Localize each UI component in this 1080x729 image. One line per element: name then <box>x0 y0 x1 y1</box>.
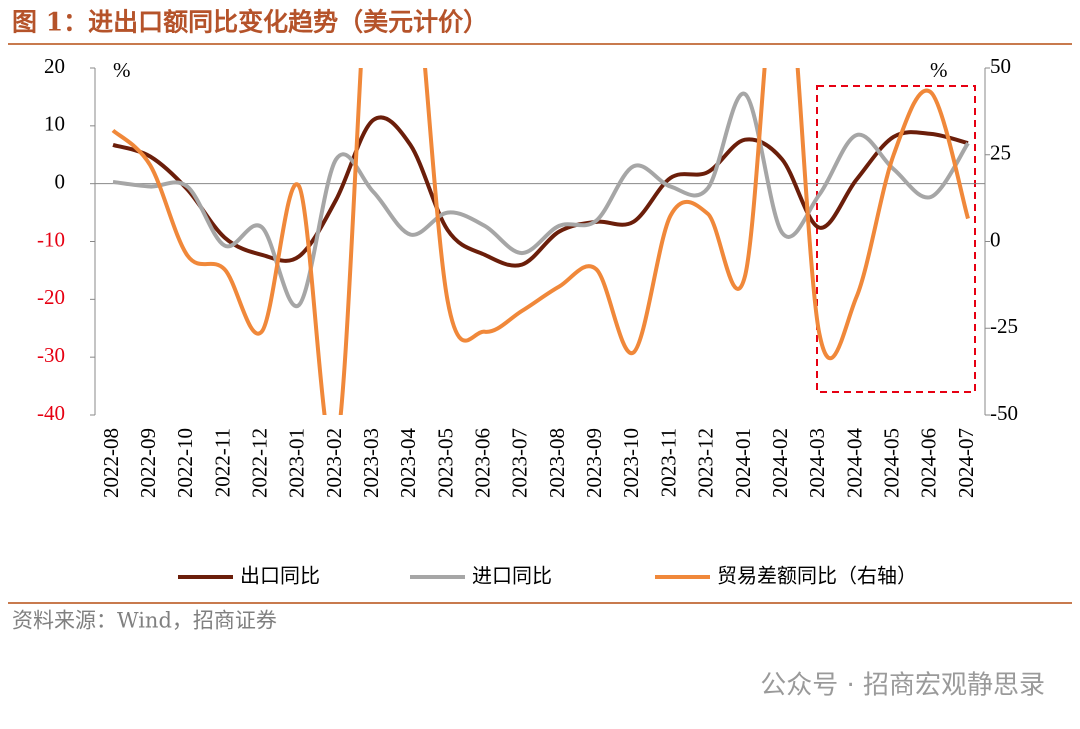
x-tick-label: 2023-01 <box>285 428 309 498</box>
line-series <box>112 92 970 309</box>
x-tick-label: 2022-10 <box>173 428 197 498</box>
line-series <box>112 115 969 268</box>
y2-tick-label: 0 <box>990 227 1001 251</box>
x-tick-label: 2023-07 <box>508 428 532 498</box>
y-tick-label: -10 <box>37 227 65 251</box>
y2-tick-label: -50 <box>990 401 1018 425</box>
x-tick-label: 2023-05 <box>433 428 457 498</box>
x-tick-label: 2023-04 <box>396 428 420 498</box>
x-tick-label: 2022-12 <box>248 428 272 498</box>
x-tick-label: 2023-10 <box>619 428 643 498</box>
chart-title: 图 1：进出口额同比变化趋势（美元计价） <box>12 8 488 37</box>
x-tick-label: 2023-02 <box>322 428 346 498</box>
x-tick-label: 2023-08 <box>545 428 569 498</box>
x-tick-label: 2024-02 <box>768 428 792 498</box>
x-tick-label: 2024-04 <box>842 428 866 498</box>
y2-tick-label: -25 <box>990 314 1018 338</box>
x-tick-label: 2022-08 <box>99 428 123 498</box>
y2-tick-label: 25 <box>990 141 1011 165</box>
y2-tick-label: 50 <box>990 54 1011 78</box>
legend-label: 进口同比 <box>472 564 552 588</box>
watermark: 公众号 · 招商宏观静思录 <box>760 671 1045 701</box>
x-tick-label: 2023-09 <box>582 428 606 498</box>
plot-area <box>111 68 970 415</box>
x-tick-label: 2023-03 <box>359 428 383 498</box>
highlight-box <box>816 85 976 393</box>
legend-label: 贸易差额同比（右轴） <box>717 564 917 588</box>
y2-unit: % <box>930 58 948 82</box>
y-tick-label: -30 <box>37 343 65 367</box>
x-tick-label: 2023-12 <box>694 428 718 498</box>
x-tick-label: 2023-06 <box>471 428 495 498</box>
x-tick-label: 2024-07 <box>954 428 978 498</box>
y-tick-label: -40 <box>37 401 65 425</box>
y-tick-label: 20 <box>44 54 65 78</box>
x-tick-label: 2024-03 <box>805 428 829 498</box>
x-tick-label: 2023-11 <box>656 428 680 497</box>
y-tick-label: 10 <box>44 112 65 136</box>
x-tick-label: 2024-05 <box>879 428 903 498</box>
x-tick-label: 2022-11 <box>210 428 234 497</box>
x-tick-label: 2024-06 <box>917 428 941 498</box>
line-series <box>111 68 970 415</box>
y-tick-label: 0 <box>55 169 66 193</box>
source: 资料来源：Wind，招商证券 <box>12 609 277 633</box>
x-tick-label: 2022-09 <box>136 428 160 498</box>
y-tick-label: -20 <box>37 285 65 309</box>
y-unit: % <box>113 58 131 82</box>
legend-label: 出口同比 <box>240 564 320 588</box>
x-tick-label: 2024-01 <box>731 428 755 498</box>
